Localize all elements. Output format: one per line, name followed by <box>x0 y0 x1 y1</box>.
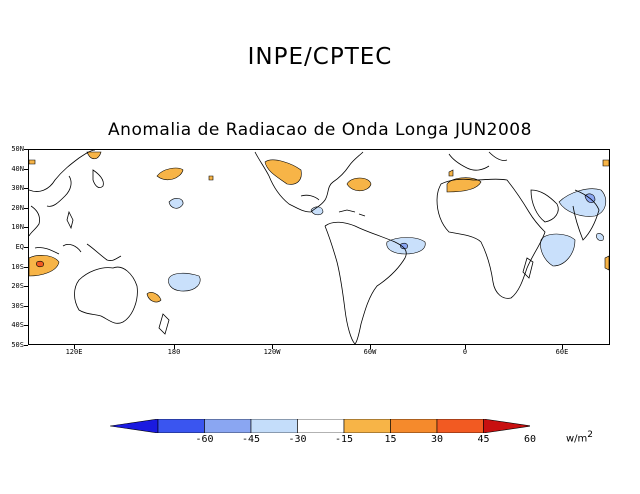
header-title: INPE/CPTEC <box>247 44 393 70</box>
anomaly-arabia <box>558 188 607 217</box>
anomaly-n-pacific <box>156 167 184 181</box>
lat-tick <box>24 266 28 268</box>
anomaly-e-indian <box>604 255 609 271</box>
anomaly-e-africa-small <box>596 233 604 241</box>
units-text: w/m <box>566 433 588 445</box>
legend-label: -15 <box>334 434 354 445</box>
legend-colorbar <box>110 419 530 433</box>
coast-europe <box>448 151 508 171</box>
lat-tick <box>24 149 28 150</box>
coast-gulf <box>300 194 320 201</box>
lon-tick <box>272 345 273 349</box>
lon-label: 120W <box>263 348 281 356</box>
lat-label: 50S <box>11 341 24 349</box>
lon-label: 60E <box>555 348 569 356</box>
legend-arrow-low <box>110 419 159 433</box>
coast-s-america <box>324 221 407 344</box>
anomaly-map <box>28 149 610 345</box>
coast-india <box>572 189 600 241</box>
lat-label: 20N <box>11 203 24 212</box>
coast-africa <box>436 178 546 299</box>
lat-tick <box>24 325 28 327</box>
coast-arabia <box>530 189 559 223</box>
legend-swatch <box>343 419 391 433</box>
coast-n-america <box>254 151 364 213</box>
lat-label: 10S <box>11 262 24 271</box>
coast-asia-east <box>29 150 96 237</box>
anomaly-indonesia-core <box>36 260 44 268</box>
anomaly-ne-corner <box>602 159 609 167</box>
lat-label: 10N <box>11 223 24 232</box>
legend-swatch <box>204 419 252 433</box>
lat-label: 40S <box>11 321 24 330</box>
lat-tick <box>24 305 28 307</box>
legend-swatch <box>297 419 345 433</box>
lat-tick <box>24 345 28 346</box>
lon-label: 0 <box>462 348 468 356</box>
anomaly-n-africa <box>446 177 482 193</box>
legend-label: 45 <box>477 434 490 445</box>
legend-label: 15 <box>384 434 397 445</box>
coast-japan <box>92 169 104 188</box>
lat-tick <box>24 168 28 170</box>
lat-tick <box>24 227 28 229</box>
coast-indonesia <box>34 243 122 261</box>
coast-caribbean <box>338 209 366 217</box>
lat-tick <box>24 247 28 248</box>
lon-tick <box>370 345 371 349</box>
lon-tick <box>174 345 175 349</box>
anomaly-australia-east <box>146 292 162 303</box>
lon-label: 60W <box>363 348 377 356</box>
coast-new-zealand <box>158 313 170 335</box>
lat-label: 20S <box>11 282 24 291</box>
positive-anomalies <box>29 151 609 303</box>
anomaly-sw-indonesia <box>29 255 60 277</box>
lat-label: 30S <box>11 301 24 310</box>
legend-label: -60 <box>195 434 214 445</box>
coast-madagascar <box>522 257 534 279</box>
anomaly-nw-africa <box>448 169 454 177</box>
lat-label: 40N <box>11 164 24 173</box>
lon-tick <box>74 345 75 349</box>
anomaly-w-pacific-north <box>86 151 102 160</box>
legend-swatch <box>157 419 205 433</box>
anomaly-s-pacific <box>168 272 201 292</box>
anomaly-brazil-core <box>400 242 408 250</box>
legend-swatch <box>250 419 298 433</box>
lat-label: EQ <box>15 243 24 251</box>
lat-label: 30N <box>11 184 24 193</box>
legend-label: 60 <box>523 434 537 445</box>
anomaly-na-west <box>264 159 302 185</box>
anomaly-n-atlantic <box>346 177 372 192</box>
coast-philippines <box>66 210 74 230</box>
lon-tick <box>465 345 466 349</box>
lat-label: 50N <box>11 145 24 153</box>
anomaly-c-america <box>310 206 324 216</box>
negative-anomalies <box>168 188 607 292</box>
anomaly-nw-corner <box>29 159 36 165</box>
lat-tick <box>24 286 28 288</box>
legend-label: 30 <box>430 434 444 445</box>
legend-arrow-high <box>483 419 530 433</box>
legend-swatch <box>390 419 438 433</box>
legend-label: -30 <box>288 434 307 445</box>
anomaly-small-pacific <box>208 175 214 181</box>
legend-label: -45 <box>241 434 261 445</box>
lon-label: 180 <box>167 348 181 356</box>
coastlines <box>29 150 600 344</box>
coast-australia <box>74 266 138 324</box>
anomaly-indian-ocean <box>540 233 576 267</box>
legend-swatch <box>436 419 484 433</box>
units-label: w/m2 <box>566 430 593 444</box>
lon-tick <box>562 345 563 349</box>
lon-label: 120E <box>65 348 83 356</box>
lat-tick <box>24 188 28 190</box>
units-exponent: 2 <box>587 430 594 440</box>
anomaly-nw-pacific <box>168 198 184 209</box>
lat-tick <box>24 207 28 209</box>
map-title: Anomalia de Radiacao de Onda Longa JUN20… <box>108 120 532 140</box>
